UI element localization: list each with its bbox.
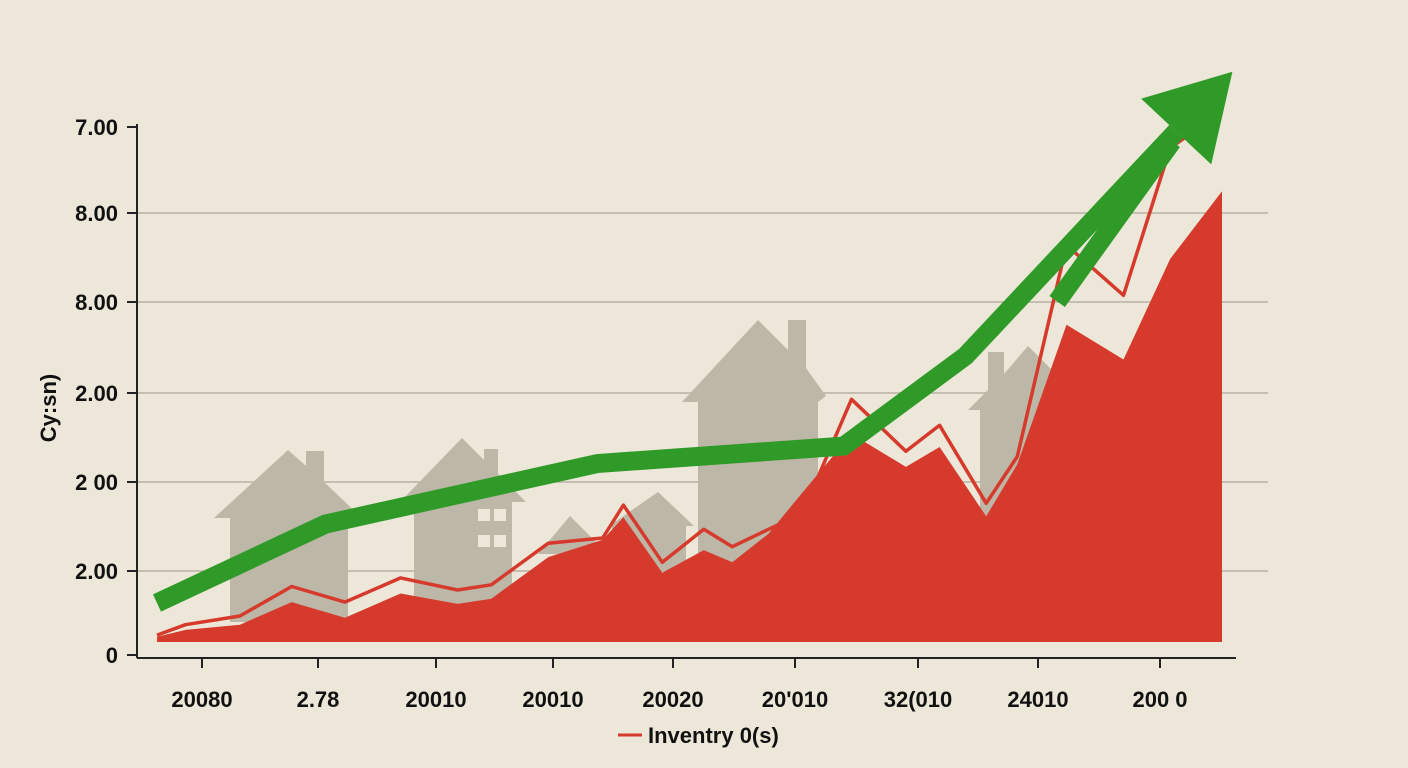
y-tick-label: 2 00 (75, 470, 118, 495)
y-tick-label: 2.00 (75, 559, 118, 584)
house-3 (538, 516, 600, 554)
inventory-area (157, 191, 1222, 643)
x-tick-label: 20010 (405, 687, 466, 712)
y-tick-label: 7.00 (75, 115, 118, 140)
legend-label: Inventry 0(s) (648, 723, 779, 748)
trend-layer (152, 71, 1233, 612)
y-tick-label: 8.00 (75, 290, 118, 315)
y-tick-label: 8.00 (75, 201, 118, 226)
x-tick-label: 20010 (522, 687, 583, 712)
x-tick-label: 20020 (642, 687, 703, 712)
y-axis-title: Cy:sn) (36, 374, 61, 442)
house-2-window (478, 509, 506, 547)
x-ticks: 20080 2.78 20010 20010 20020 20'010 32(010 2401… (171, 658, 1188, 712)
y-tick-label: 2.00 (75, 381, 118, 406)
x-tick-label: 32(010 (884, 687, 953, 712)
trend-arrow-line (152, 124, 1184, 612)
x-tick-label: 200 0 (1132, 687, 1187, 712)
y-tick-label: 0 (106, 643, 118, 668)
trend-arrow-secondary-shaft (1049, 135, 1180, 308)
legend: Inventry 0(s) (618, 723, 779, 748)
x-tick-label: 2.78 (297, 687, 340, 712)
area-layer (156, 110, 1224, 643)
x-tick-label: 20080 (171, 687, 232, 712)
inventory-outline-line (156, 110, 1224, 637)
x-tick-label: 20'010 (762, 687, 828, 712)
x-tick-label: 24010 (1007, 687, 1068, 712)
trend-arrow-head (1141, 71, 1233, 165)
y-ticks: 0 2.00 2 00 2.00 8.00 8.00 7.00 (75, 115, 137, 668)
